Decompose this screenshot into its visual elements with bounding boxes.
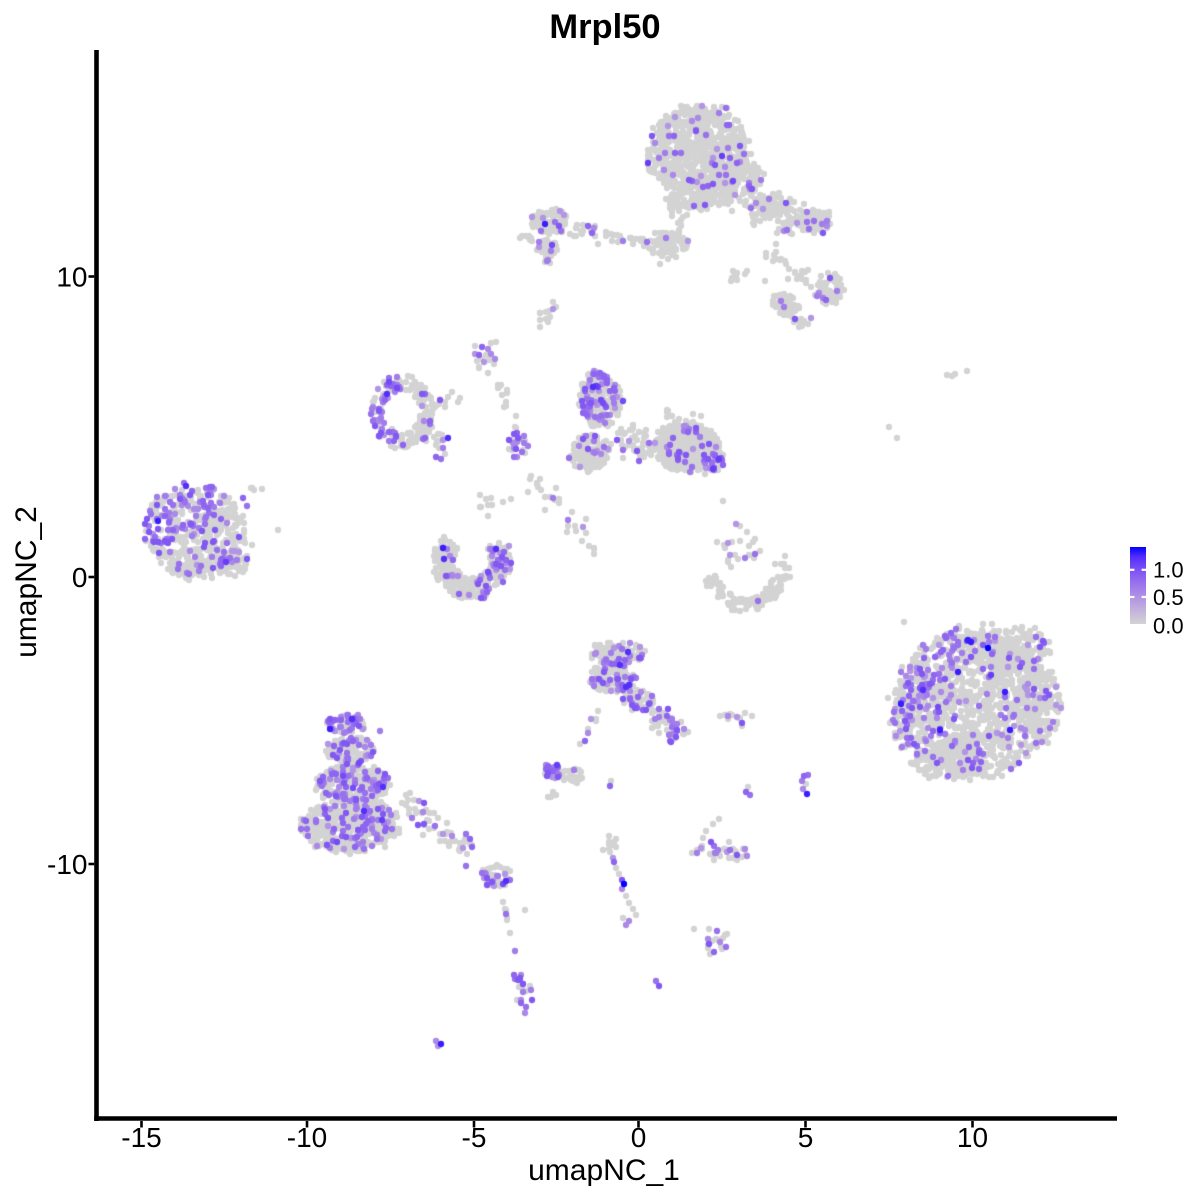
svg-text:0.0: 0.0 (1153, 614, 1184, 639)
svg-text:Mrpl50: Mrpl50 (549, 8, 660, 46)
svg-text:-10: -10 (287, 1122, 327, 1153)
svg-text:umapNC_2: umapNC_2 (10, 506, 43, 658)
svg-text:0: 0 (631, 1122, 647, 1153)
svg-text:-10: -10 (47, 849, 87, 880)
svg-text:umapNC_1: umapNC_1 (528, 1154, 680, 1187)
svg-text:10: 10 (56, 262, 87, 293)
svg-text:0: 0 (72, 562, 88, 593)
svg-text:0.5: 0.5 (1153, 585, 1184, 610)
svg-text:10: 10 (957, 1122, 988, 1153)
svg-text:1.0: 1.0 (1153, 558, 1184, 583)
svg-text:-5: -5 (462, 1122, 487, 1153)
svg-text:5: 5 (798, 1122, 814, 1153)
svg-text:-15: -15 (121, 1122, 161, 1153)
